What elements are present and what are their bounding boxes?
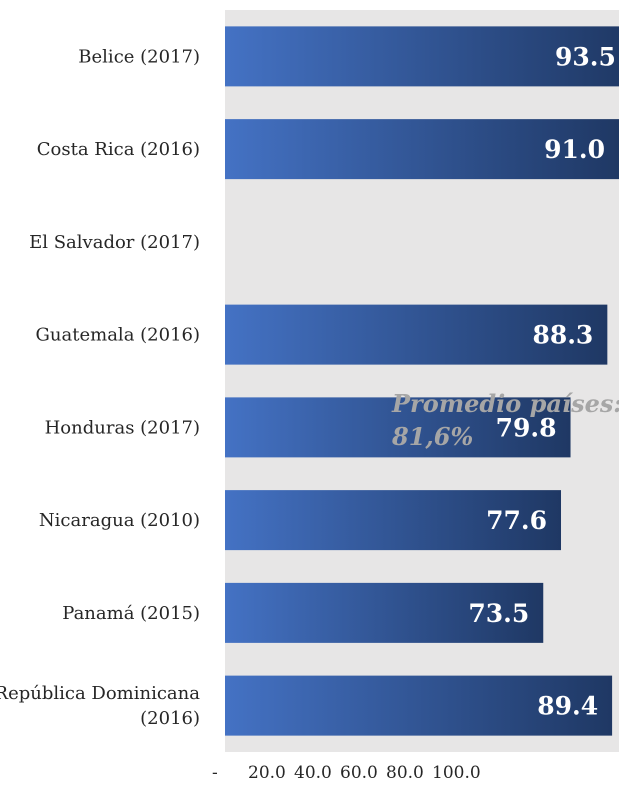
bars-group bbox=[225, 26, 619, 736]
category-label: Costa Rica (2016) bbox=[37, 139, 200, 160]
category-label: Belice (2017) bbox=[78, 46, 200, 67]
x-tick-label: 80.0 bbox=[386, 763, 424, 783]
category-label: Guatemala (2016) bbox=[36, 325, 200, 346]
x-tick-label: 40.0 bbox=[294, 763, 332, 783]
bar bbox=[225, 582, 544, 643]
category-label-line: Belice (2017) bbox=[78, 46, 200, 67]
category-label-line: El Salvador (2017) bbox=[29, 232, 200, 253]
bar bbox=[225, 490, 562, 551]
value-label: 73.5 bbox=[468, 599, 529, 628]
bar bbox=[225, 397, 571, 458]
value-label: 93.5 bbox=[555, 42, 616, 71]
category-label: El Salvador (2017) bbox=[29, 232, 200, 253]
category-labels: Belice (2017) Costa Rica (2016) El Salvado… bbox=[0, 46, 200, 729]
category-label: Honduras (2017) bbox=[45, 417, 200, 438]
value-labels: 93.5 91.0 88.3 79.8 77.6 73.5 89.4 bbox=[468, 42, 615, 720]
category-label-line: República Dominicana bbox=[0, 683, 200, 704]
category-label-line: (2016) bbox=[140, 708, 200, 729]
value-label: 91.0 bbox=[544, 135, 605, 164]
category-label-line: Honduras (2017) bbox=[45, 417, 200, 438]
x-axis-ticks: - 20.0 40.0 60.0 80.0 100.0 bbox=[212, 763, 481, 783]
x-tick-label: 60.0 bbox=[340, 763, 378, 783]
annotation-line: 81,6% bbox=[391, 422, 473, 451]
x-tick-label: 20.0 bbox=[248, 763, 286, 783]
value-label: 88.3 bbox=[532, 321, 593, 350]
value-label: 77.6 bbox=[486, 506, 547, 535]
bar bbox=[225, 675, 613, 736]
bar bbox=[225, 26, 619, 87]
average-annotation: Promedio países: 81,6% bbox=[391, 389, 619, 451]
category-label-line: Panamá (2015) bbox=[62, 603, 200, 624]
annotation-line: Promedio países: bbox=[391, 389, 619, 418]
x-tick-label: - bbox=[212, 763, 218, 783]
x-tick-label: 100.0 bbox=[432, 763, 481, 783]
category-label: Panamá (2015) bbox=[62, 603, 200, 624]
value-label: 79.8 bbox=[496, 413, 557, 442]
category-label: República Dominicana (2016) bbox=[0, 683, 200, 729]
category-label-line: Costa Rica (2016) bbox=[37, 139, 200, 160]
value-label: 89.4 bbox=[537, 692, 598, 721]
bar bbox=[225, 119, 619, 180]
category-label-line: Nicaragua (2010) bbox=[39, 510, 200, 531]
category-label-line: Guatemala (2016) bbox=[36, 325, 200, 346]
category-label: Nicaragua (2010) bbox=[39, 510, 200, 531]
bar bbox=[225, 304, 608, 365]
